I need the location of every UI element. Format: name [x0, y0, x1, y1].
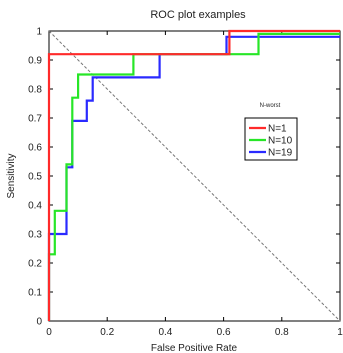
x-tick-label: 0.4	[158, 327, 172, 338]
legend-label: N=10	[268, 136, 293, 147]
y-tick-label: 1	[36, 27, 42, 38]
y-tick-label: 0.1	[28, 288, 42, 299]
legend: N-worst N=1N=10N=19	[244, 103, 298, 161]
x-tick-label: 0.2	[100, 327, 114, 338]
y-tick-label: 0.7	[28, 114, 42, 125]
x-axis-label: False Positive Rate	[151, 343, 238, 353]
series-line-n1	[47, 29, 340, 321]
y-tick-label: 0.4	[28, 201, 42, 212]
x-tick-label: 0	[46, 327, 52, 338]
x-tick-label: 0.6	[217, 327, 231, 338]
y-tick-label: 0.5	[28, 172, 42, 183]
legend-title: N-worst	[260, 103, 281, 109]
x-tick-label: 0.8	[275, 327, 289, 338]
chart-title: ROC plot examples	[150, 9, 246, 21]
diagonal-reference-line	[48, 30, 341, 322]
y-tick-label: 0.8	[28, 85, 42, 96]
x-tick-label: 1	[337, 327, 343, 338]
y-tick-label: 0	[36, 317, 42, 328]
series-line-n10	[47, 32, 340, 321]
legend-label: N=1	[268, 124, 287, 135]
legend-label: N=19	[268, 148, 293, 159]
y-tick-label: 0.2	[28, 259, 42, 270]
y-tick-label: 0.3	[28, 230, 42, 241]
y-axis: 0 0.1 0.2 0.3 0.4 0.5 0.6 0.7 0.8 0.9 1	[28, 27, 340, 328]
y-axis-label: Sensitivity	[6, 153, 17, 198]
y-tick-label: 0.6	[28, 143, 42, 154]
y-tick-label: 0.9	[28, 56, 42, 67]
series-layer	[47, 29, 340, 321]
